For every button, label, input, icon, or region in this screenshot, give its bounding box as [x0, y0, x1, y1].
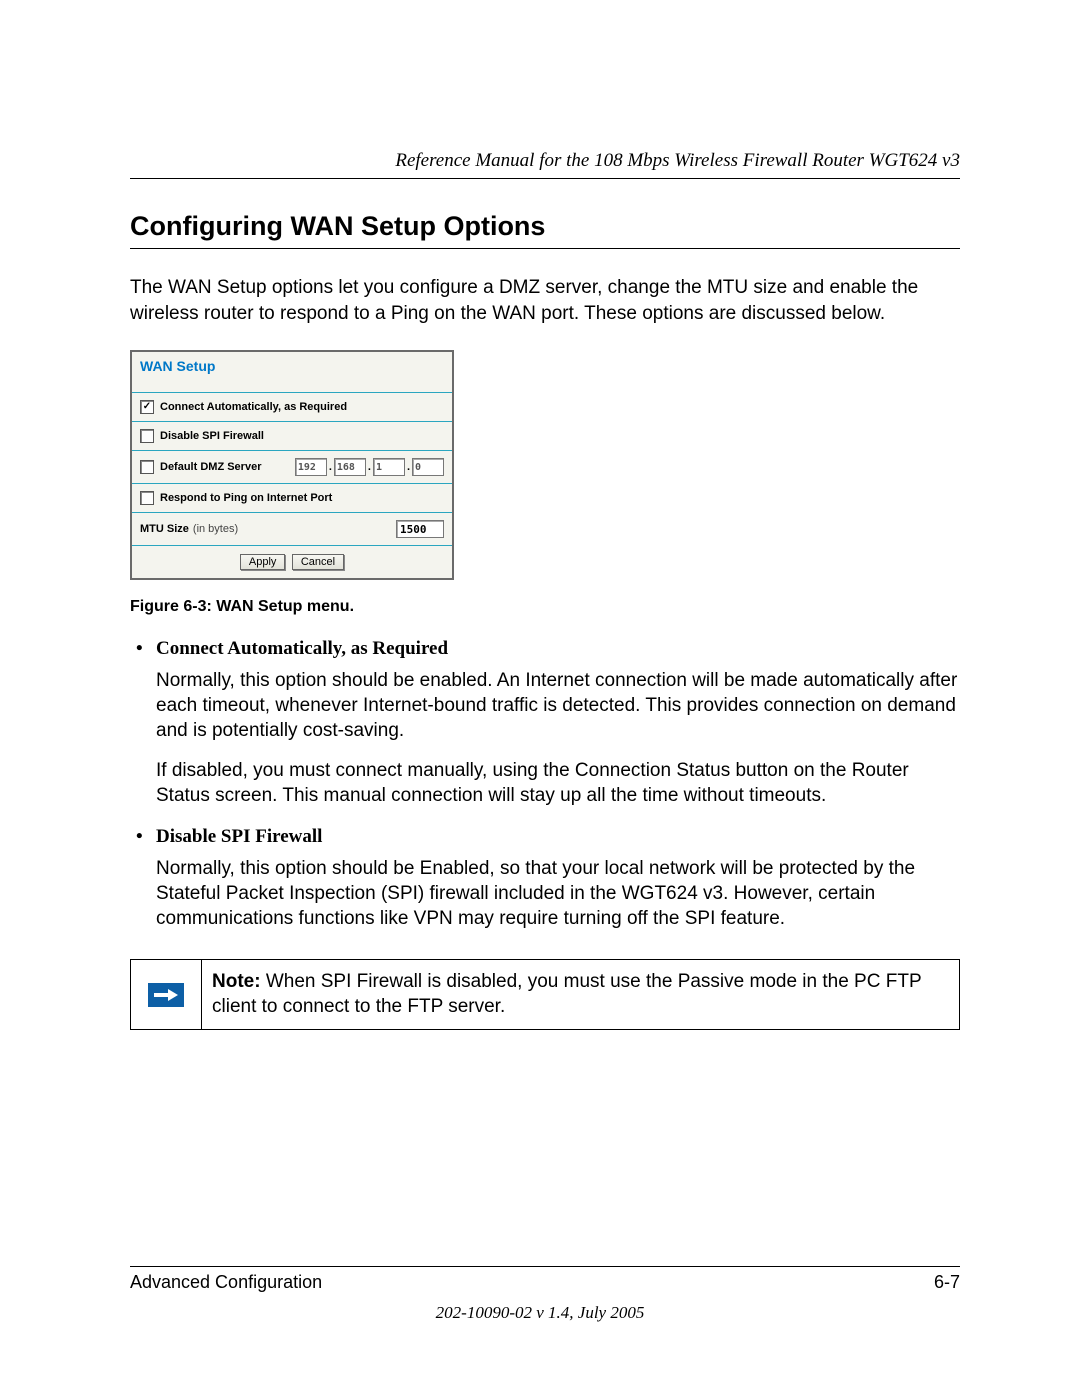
figure-caption: Figure 6-3: WAN Setup menu. [130, 598, 960, 616]
wan-button-row: Apply Cancel [132, 545, 452, 578]
dmz-ip-group: 192. 168. 1. 0 [295, 458, 444, 476]
footer-version: 202-10090-02 v 1.4, July 2005 [0, 1303, 1080, 1323]
feature-list: Connect Automatically, as Required Norma… [130, 638, 960, 931]
label-disable-spi: Disable SPI Firewall [160, 430, 264, 442]
checkbox-disable-spi[interactable] [140, 429, 154, 443]
note-label: Note: [212, 971, 261, 992]
bullet-body: Normally, this option should be Enabled,… [130, 856, 960, 931]
cancel-button[interactable]: Cancel [292, 554, 344, 570]
header-reference: Reference Manual for the 108 Mbps Wirele… [130, 150, 960, 179]
footer-rule [130, 1266, 960, 1267]
label-ping: Respond to Ping on Internet Port [160, 492, 332, 504]
row-connect-auto: ✓ Connect Automatically, as Required [132, 392, 452, 421]
dmz-ip-3[interactable]: 1 [373, 458, 405, 476]
bullet-body: If disabled, you must connect manually, … [130, 758, 960, 808]
list-item: Disable SPI Firewall Normally, this opti… [130, 826, 960, 931]
label-dmz: Default DMZ Server [160, 461, 261, 473]
footer-row: Advanced Configuration 6-7 [130, 1272, 960, 1293]
row-mtu: MTU Size (in bytes) 1500 [132, 512, 452, 545]
dmz-ip-1[interactable]: 192 [295, 458, 327, 476]
bullet-head-connect: Connect Automatically, as Required [130, 638, 960, 660]
list-item: Connect Automatically, as Required Norma… [130, 638, 960, 807]
row-dmz: Default DMZ Server 192. 168. 1. 0 [132, 450, 452, 483]
wan-setup-panel: WAN Setup ✓ Connect Automatically, as Re… [130, 350, 454, 580]
label-connect-auto: Connect Automatically, as Required [160, 401, 347, 413]
row-disable-spi: Disable SPI Firewall [132, 421, 452, 450]
row-ping: Respond to Ping on Internet Port [132, 483, 452, 512]
footer-left: Advanced Configuration [130, 1272, 322, 1293]
dmz-ip-4[interactable]: 0 [412, 458, 444, 476]
dmz-ip-2[interactable]: 168 [334, 458, 366, 476]
label-mtu: MTU Size [140, 523, 189, 535]
arrow-right-icon [148, 983, 184, 1007]
footer-right: 6-7 [934, 1272, 960, 1293]
wan-panel-title: WAN Setup [132, 352, 452, 392]
bullet-head-spi: Disable SPI Firewall [130, 826, 960, 848]
note-body: When SPI Firewall is disabled, you must … [212, 971, 921, 1017]
mtu-input[interactable]: 1500 [396, 520, 444, 538]
note-box: Note: When SPI Firewall is disabled, you… [130, 959, 960, 1030]
label-mtu-units: (in bytes) [193, 523, 238, 535]
checkbox-ping[interactable] [140, 491, 154, 505]
checkbox-dmz[interactable] [140, 460, 154, 474]
checkbox-connect-auto[interactable]: ✓ [140, 400, 154, 414]
section-title: Configuring WAN Setup Options [130, 211, 960, 249]
intro-paragraph: The WAN Setup options let you configure … [130, 275, 960, 326]
apply-button[interactable]: Apply [240, 554, 286, 570]
note-icon-cell [131, 960, 202, 1029]
bullet-body: Normally, this option should be enabled.… [130, 668, 960, 743]
note-text: Note: When SPI Firewall is disabled, you… [202, 960, 959, 1029]
